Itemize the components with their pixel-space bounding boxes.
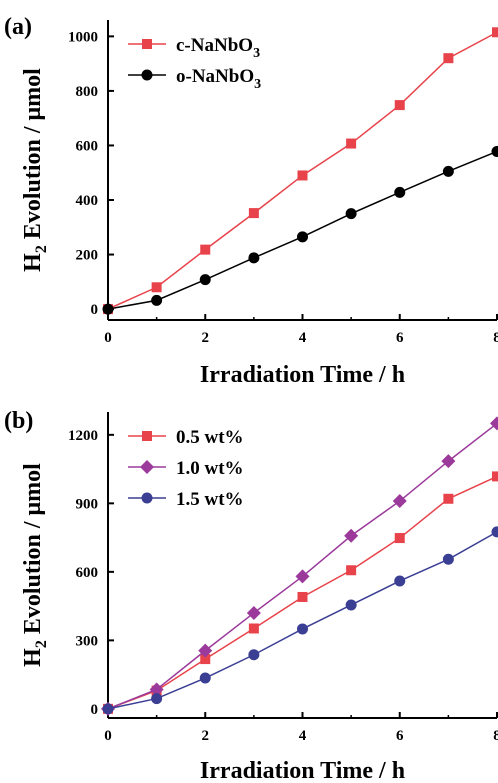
x-axis-title: Irradiation Time / h [200, 758, 405, 783]
data-point [151, 282, 162, 293]
data-point [248, 252, 260, 264]
panel-label: (b) [4, 408, 33, 434]
legend-label: o-NaNbO3 [176, 66, 261, 92]
data-point [297, 231, 308, 243]
legend-label: 1.0 wt% [176, 458, 244, 479]
data-point [394, 575, 406, 587]
series-0 [103, 471, 498, 714]
chart-panel-1: (b) 0 2 4 6 8 0 300 600 900 1200 Irradiation Time /… [4, 408, 498, 783]
x-tick-label: 2 [202, 728, 210, 744]
y-tick-label: 300 [76, 633, 99, 649]
legend-marker [140, 460, 154, 474]
series-line [107, 422, 498, 710]
data-point [492, 27, 498, 38]
x-tick-label: 0 [104, 330, 112, 346]
data-point [394, 100, 405, 111]
x-tick-label: 8 [493, 728, 498, 744]
data-point [248, 208, 259, 219]
y-tick-label: 600 [76, 565, 99, 581]
x-tick-label: 4 [299, 330, 307, 346]
data-point [442, 553, 454, 565]
x-tick-label: 0 [104, 728, 112, 744]
chart-panel-0: (a) 0 2 4 6 8 0 200 400 600 800 1000 Irradiation Tim… [4, 14, 498, 388]
y-tick-label: 1000 [68, 29, 98, 45]
data-point [297, 170, 308, 181]
data-point [149, 682, 164, 697]
data-point [346, 138, 357, 149]
data-point [345, 599, 357, 611]
legend: 0.5 wt% 1.0 wt% 1.5 wt% [128, 427, 244, 510]
data-point [442, 165, 454, 177]
data-point [151, 693, 163, 705]
data-point [443, 493, 454, 504]
legend-label: c-NaNbO3 [176, 35, 260, 61]
data-point [392, 494, 407, 509]
data-point [199, 672, 211, 684]
series-1 [102, 145, 498, 315]
data-point [491, 145, 498, 157]
panel-label: (a) [4, 14, 32, 40]
y-tick-label: 600 [76, 138, 99, 154]
data-point [441, 454, 456, 469]
x-tick-label: 4 [299, 728, 307, 744]
data-point [492, 471, 498, 482]
data-point [102, 303, 114, 315]
y-tick-label: 1200 [68, 428, 98, 444]
legend-label: 0.5 wt% [176, 427, 244, 448]
data-point [345, 208, 357, 220]
data-point [246, 605, 261, 620]
y-tick-label: 0 [91, 302, 99, 318]
y-axis-title: H2 Evolution / μmol [20, 463, 50, 667]
y-tick-label: 200 [76, 248, 99, 264]
data-point [198, 643, 213, 658]
data-point [151, 294, 163, 306]
x-tick-label: 6 [396, 728, 404, 744]
data-point [491, 526, 498, 538]
data-point [248, 649, 260, 661]
data-point [200, 654, 211, 665]
series-2 [102, 526, 498, 715]
y-tick-label: 400 [76, 193, 99, 209]
data-point [297, 623, 308, 635]
legend-marker [142, 431, 152, 441]
y-axis-title: H2 Evolution / μmol [20, 68, 50, 272]
legend-marker [141, 492, 153, 504]
data-point [490, 416, 498, 431]
y-tick-label: 900 [76, 496, 99, 512]
x-tick-label: 2 [202, 330, 210, 346]
data-point [346, 565, 357, 576]
legend-marker [141, 69, 153, 81]
data-point [295, 569, 310, 584]
data-point [297, 591, 308, 602]
data-point [394, 186, 406, 198]
data-point [394, 533, 405, 544]
x-tick-label: 8 [493, 330, 498, 346]
y-tick-label: 800 [76, 84, 99, 100]
x-tick-label: 6 [396, 330, 404, 346]
legend-label: 1.5 wt% [176, 489, 244, 510]
series-0 [103, 27, 498, 315]
x-axis-title: Irradiation Time / h [200, 362, 405, 388]
data-point [199, 274, 211, 286]
data-point [443, 53, 454, 64]
legend: c-NaNbO3 o-NaNbO3 [128, 35, 261, 92]
legend-marker [142, 39, 152, 49]
series-1 [101, 416, 498, 716]
data-point [200, 244, 211, 255]
data-point [344, 528, 359, 543]
data-point [248, 623, 259, 634]
y-tick-label: 0 [91, 702, 99, 718]
data-point [102, 703, 114, 715]
